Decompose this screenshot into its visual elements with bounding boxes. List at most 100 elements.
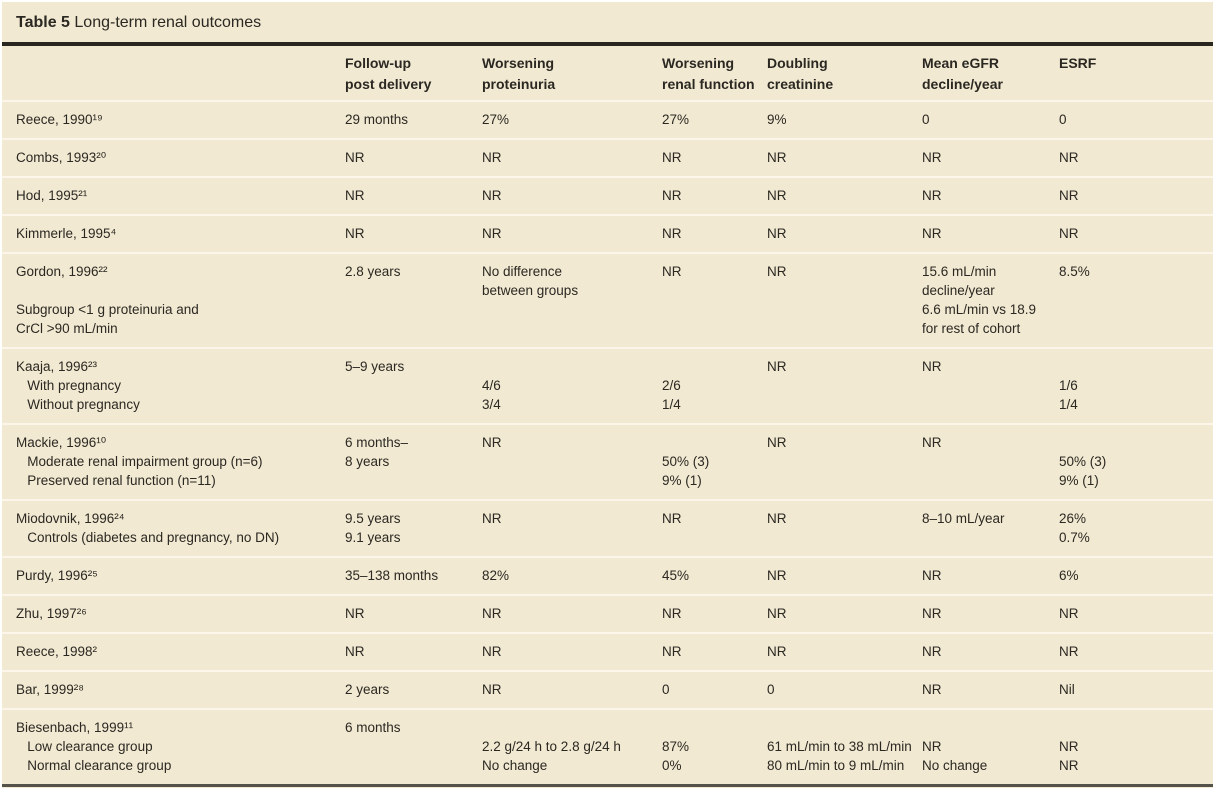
table-cell: 5–9 years bbox=[345, 359, 405, 374]
table-cell: NR bbox=[767, 226, 787, 241]
table-row: Kaaja, 1996²³ With pregnancy Without pre… bbox=[2, 347, 1213, 423]
table-row: Hod, 1995²¹ NR NR NR NR NR NR bbox=[2, 176, 1213, 214]
table-cell: NR bbox=[482, 511, 502, 526]
table-cell: Nil bbox=[1059, 682, 1075, 697]
table-cell: 0 bbox=[767, 682, 775, 697]
table-cell: 27% bbox=[482, 112, 510, 127]
table-cell: NR bbox=[922, 188, 942, 203]
table-cell: NR No change bbox=[922, 739, 988, 773]
table-cell: NR bbox=[767, 511, 787, 526]
table-cell: NR bbox=[767, 264, 787, 279]
table-cell: NR bbox=[345, 606, 365, 621]
column-header-3: Worsening renal function bbox=[662, 55, 755, 92]
table-cell: 8–10 mL/year bbox=[922, 511, 1005, 526]
table-row: Kimmerle, 1995⁴ NR NR NR NR NR NR bbox=[2, 214, 1213, 252]
table-cell: 45% bbox=[662, 568, 690, 583]
table-cell: NR bbox=[482, 150, 502, 165]
table-cell: NR bbox=[482, 606, 502, 621]
table-cell: Kimmerle, 1995⁴ bbox=[16, 226, 117, 241]
table-caption: Long-term renal outcomes bbox=[69, 14, 262, 31]
table-cell: No difference between groups bbox=[482, 264, 579, 298]
table-row: Purdy, 1996²⁵ 35–138 months 82% 45% NR NR 6% bbox=[2, 556, 1213, 594]
table-cell: 82% bbox=[482, 568, 510, 583]
table-cell: NR bbox=[767, 188, 787, 203]
table-cell: Miodovnik, 1996²⁴ Controls (diabetes and… bbox=[16, 511, 280, 545]
table-cell: NR bbox=[482, 644, 502, 659]
table-cell: NR bbox=[1059, 226, 1079, 241]
table-row: Mackie, 1996¹⁰ Moderate renal impairment… bbox=[2, 423, 1213, 499]
table-cell: 2/6 1/4 bbox=[662, 378, 681, 412]
table-cell: NR bbox=[482, 188, 502, 203]
table-cell: 4/6 3/4 bbox=[482, 378, 501, 412]
table-row: Reece, 1990¹⁹ 29 months 27% 27% 9% 0 0 bbox=[2, 100, 1213, 138]
table-cell: 27% bbox=[662, 112, 690, 127]
table-cell: NR bbox=[1059, 606, 1079, 621]
table-row: Reece, 1998² NR NR NR NR NR NR bbox=[2, 632, 1213, 670]
table-cell: NR bbox=[767, 606, 787, 621]
table-cell: 35–138 months bbox=[345, 568, 439, 583]
table-title: Table 5 Long-term renal outcomes bbox=[2, 2, 1213, 42]
table-bottom-rule bbox=[2, 784, 1213, 787]
table-cell: 87% 0% bbox=[662, 739, 690, 773]
table-cell: NR bbox=[767, 568, 787, 583]
table-cell: Biesenbach, 1999¹¹ Low clearance group N… bbox=[16, 720, 172, 773]
table-row: Biesenbach, 1999¹¹ Low clearance group N… bbox=[2, 708, 1213, 784]
table-cell: Kaaja, 1996²³ With pregnancy Without pre… bbox=[16, 359, 140, 412]
table-cell: 0 bbox=[1059, 112, 1067, 127]
table-cell: NR bbox=[662, 264, 682, 279]
table-cell: NR bbox=[482, 682, 502, 697]
table-cell: 2 years bbox=[345, 682, 390, 697]
table-cell: NR bbox=[922, 568, 942, 583]
table-cell: NR bbox=[662, 150, 682, 165]
table-cell: NR bbox=[767, 359, 787, 374]
table-cell: NR bbox=[482, 226, 502, 241]
table-cell: 0 bbox=[662, 682, 670, 697]
table-cell: 26% 0.7% bbox=[1059, 511, 1090, 545]
table-row: Zhu, 1997²⁶ NR NR NR NR NR NR bbox=[2, 594, 1213, 632]
table-cell: NR bbox=[922, 150, 942, 165]
table-cell: NR bbox=[922, 435, 942, 450]
table-cell: NR bbox=[345, 150, 365, 165]
table-cell: NR bbox=[1059, 150, 1079, 165]
table-cell: NR bbox=[482, 435, 502, 450]
table-row: Bar, 1999²⁸ 2 years NR 0 0 NR Nil bbox=[2, 670, 1213, 708]
table-cell: NR bbox=[922, 682, 942, 697]
table-cell: NR bbox=[662, 188, 682, 203]
table-cell: Reece, 1990¹⁹ bbox=[16, 112, 103, 127]
table-cell: Reece, 1998² bbox=[16, 644, 98, 659]
table-cell: Mackie, 1996¹⁰ Moderate renal impairment… bbox=[16, 435, 263, 488]
table-cell: 0 bbox=[922, 112, 930, 127]
table-cell: NR bbox=[922, 226, 942, 241]
table-cell: Hod, 1995²¹ bbox=[16, 188, 88, 203]
table-cell: NR bbox=[767, 435, 787, 450]
table-cell: 9% bbox=[767, 112, 787, 127]
column-header-2: Worsening proteinuria bbox=[482, 55, 556, 92]
table-cell: NR bbox=[767, 150, 787, 165]
table-cell: 61 mL/min to 38 mL/min 80 mL/min to 9 mL… bbox=[767, 739, 912, 773]
table-cell: NR bbox=[662, 511, 682, 526]
table-row: Gordon, 1996²² Subgroup <1 g proteinuria… bbox=[2, 252, 1213, 347]
table-cell: Zhu, 1997²⁶ bbox=[16, 606, 87, 621]
table-cell: NR bbox=[1059, 644, 1079, 659]
table-cell: 8.5% bbox=[1059, 264, 1090, 279]
table-cell: NR bbox=[345, 188, 365, 203]
table-header: Follow-up post delivery Worsening protein… bbox=[2, 46, 1213, 100]
table-cell: Bar, 1999²⁸ bbox=[16, 682, 84, 697]
table-cell: 50% (3) 9% (1) bbox=[1059, 454, 1107, 488]
table-body: Reece, 1990¹⁹ 29 months 27% 27% 9% 0 0 Combs, 1… bbox=[2, 100, 1213, 784]
column-header-4: Doubling creatinine bbox=[767, 55, 834, 92]
table-cell: Purdy, 1996²⁵ bbox=[16, 568, 98, 583]
table-number: Table 5 bbox=[16, 14, 70, 31]
table-cell: 9.5 years 9.1 years bbox=[345, 511, 401, 545]
table-cell: NR bbox=[662, 644, 682, 659]
table-cell: NR bbox=[922, 644, 942, 659]
table-cell: NR bbox=[345, 226, 365, 241]
table-cell: 6 months bbox=[345, 720, 401, 735]
table-cell: Gordon, 1996²² Subgroup <1 g proteinuria… bbox=[16, 264, 199, 336]
table-cell: 29 months bbox=[345, 112, 409, 127]
table-cell: 6 months– 8 years bbox=[345, 435, 409, 469]
table-cell: NR bbox=[1059, 188, 1079, 203]
table-cell: 50% (3) 9% (1) bbox=[662, 454, 710, 488]
table-cell: 1/6 1/4 bbox=[1059, 378, 1078, 412]
